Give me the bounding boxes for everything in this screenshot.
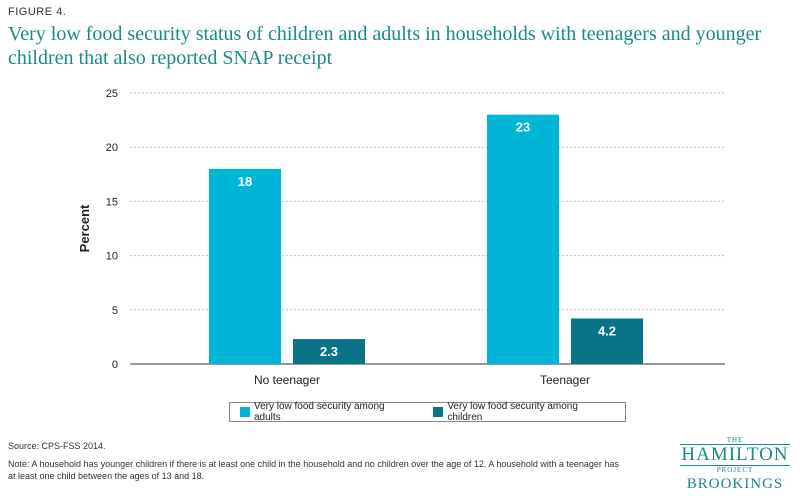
y-tick-label: 5 xyxy=(112,305,118,317)
bars: 18 2.3 23 4.2 xyxy=(209,114,643,365)
x-category-label: Teenager xyxy=(540,373,590,387)
legend: Very low food security among adults Very… xyxy=(229,401,626,423)
legend-swatch-adults xyxy=(240,407,250,417)
logo-hamilton: HAMILTON xyxy=(680,444,790,466)
bar-value-label: 2.3 xyxy=(320,344,338,359)
logo-project: PROJECT xyxy=(716,466,754,474)
y-axis-title: Percent xyxy=(77,204,92,252)
hamilton-brookings-logo: THE HAMILTON PROJECT BROOKINGS xyxy=(680,436,790,493)
bar-adults-no-teenager xyxy=(209,168,281,364)
bar-children-teenager xyxy=(571,318,643,364)
legend-label-children: Very low food security among children xyxy=(447,401,578,423)
figure-label: FIGURE 4. xyxy=(8,6,67,18)
x-category-label: No teenager xyxy=(254,373,320,387)
legend-swatch-children xyxy=(433,407,444,417)
y-tick-label: 15 xyxy=(106,196,118,208)
chart-title: Very low food security status of childre… xyxy=(8,23,762,69)
bar-adults-teenager xyxy=(487,114,559,365)
logo-brookings: BROOKINGS xyxy=(686,476,784,492)
logo-the: THE xyxy=(726,436,744,444)
x-axis-labels: No teenager Teenager xyxy=(254,373,590,387)
legend-label-adults: Very low food security among adults xyxy=(253,401,385,423)
y-tick-label: 20 xyxy=(106,142,118,154)
y-tick-label: 10 xyxy=(106,251,118,263)
legend-item-children: Very low food security among children xyxy=(433,401,615,423)
bar-chart: 0 5 10 15 20 25 18 2.3 23 4.2 No teenager Teenage… xyxy=(77,88,725,387)
bar-children-no-teenager xyxy=(293,339,365,364)
y-axis: 0 5 10 15 20 25 xyxy=(106,88,118,371)
legend-item-adults: Very low food security among adults xyxy=(240,401,413,423)
note-text: Note: A household has younger children i… xyxy=(8,459,619,481)
bar-value-label: 4.2 xyxy=(598,323,616,338)
bar-value-label: 23 xyxy=(516,120,530,135)
y-tick-label: 0 xyxy=(112,359,118,371)
y-tick-label: 25 xyxy=(106,88,118,100)
bar-value-label: 18 xyxy=(238,174,252,189)
source-text: Source: CPS-FSS 2014. xyxy=(8,441,106,451)
